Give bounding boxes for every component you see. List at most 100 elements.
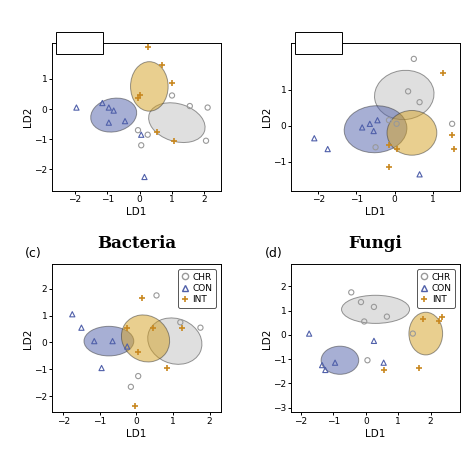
Point [370,303,378,311]
Point [91,337,98,345]
Point [123,343,131,350]
Point [385,164,393,171]
Point [435,318,443,325]
Point [324,145,331,153]
Point [380,366,387,374]
Point [121,118,129,125]
Ellipse shape [84,326,134,356]
Y-axis label: LD2: LD2 [262,328,272,348]
Point [310,135,318,142]
Point [168,80,176,87]
X-axis label: LD1: LD1 [126,207,146,217]
Point [409,330,417,337]
Ellipse shape [91,98,137,132]
Point [319,361,326,369]
Point [357,298,365,306]
Point [445,293,452,301]
Point [410,55,418,63]
Point [204,104,211,111]
X-axis label: LD1: LD1 [365,207,386,217]
Point [347,289,355,296]
Y-axis label: LD2: LD2 [262,107,272,127]
Ellipse shape [148,318,202,365]
Point [360,318,368,325]
Point [134,95,142,102]
Bar [55,32,103,55]
Point [137,131,145,138]
Legend: CHR, CON, INT: CHR, CON, INT [178,269,216,308]
Point [448,131,456,138]
Point [358,124,366,131]
Point [370,337,378,345]
Point [380,359,387,366]
Ellipse shape [149,103,205,143]
Text: (c): (c) [25,247,42,260]
Point [109,337,116,345]
Point [73,104,80,111]
Point [131,402,138,410]
Point [416,99,423,106]
Point [374,117,381,124]
Point [416,364,423,371]
X-axis label: LD1: LD1 [126,429,146,439]
Point [383,313,391,320]
Point [110,107,118,114]
Point [138,294,146,302]
Point [164,364,171,372]
Point [176,319,184,326]
Text: Fungi: Fungi [349,235,402,252]
Point [364,356,371,364]
Point [158,62,166,69]
Ellipse shape [374,70,434,119]
Point [404,88,412,95]
Ellipse shape [130,62,168,111]
Text: Bacteria: Bacteria [97,235,176,252]
Bar [295,32,342,55]
Point [202,137,210,145]
Point [137,141,145,149]
Point [305,330,313,337]
Ellipse shape [387,110,437,155]
Point [366,120,374,128]
Point [393,145,401,153]
Point [331,359,339,366]
Ellipse shape [321,346,359,374]
Point [134,127,142,134]
Point [450,145,458,153]
Point [170,137,177,145]
Point [385,142,393,149]
Point [448,120,456,128]
Point [141,173,148,181]
Text: (d): (d) [264,247,282,260]
Point [144,131,152,138]
Point [127,383,135,391]
Point [153,292,160,299]
Point [372,144,379,151]
Point [144,44,152,51]
Ellipse shape [342,295,410,323]
Point [197,324,204,331]
Point [186,102,193,110]
Point [393,120,401,128]
Point [99,99,106,107]
Ellipse shape [409,312,443,355]
Point [370,127,377,135]
Point [78,324,85,331]
Point [438,313,446,320]
Y-axis label: LD2: LD2 [23,107,33,127]
Point [419,315,426,323]
Ellipse shape [344,106,407,153]
Point [168,91,176,99]
Point [105,119,113,127]
Point [68,310,76,318]
X-axis label: LD1: LD1 [365,429,386,439]
Point [416,171,423,178]
Point [123,324,131,331]
Point [105,104,113,111]
Point [385,117,393,124]
Point [135,348,142,356]
Ellipse shape [121,315,170,362]
Legend: CHR, CON, INT: CHR, CON, INT [417,269,455,308]
Y-axis label: LD2: LD2 [23,328,33,348]
Point [439,70,447,77]
